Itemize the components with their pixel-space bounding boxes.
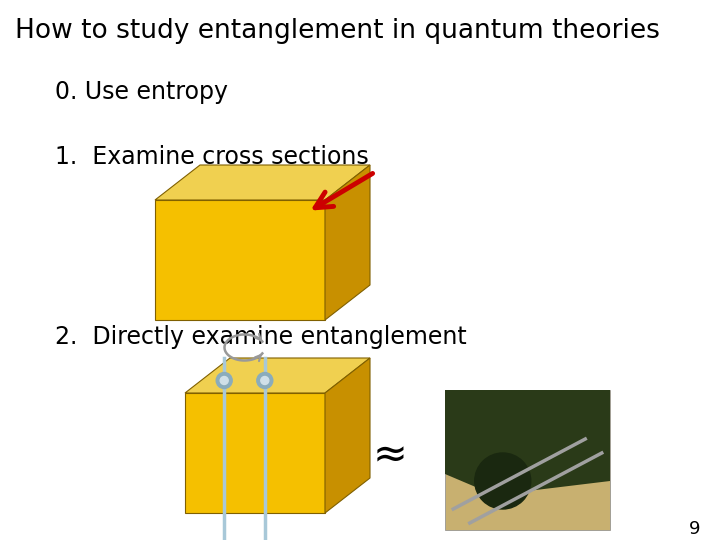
Text: 1.  Examine cross sections: 1. Examine cross sections [55, 145, 369, 169]
Polygon shape [445, 390, 610, 530]
Text: How to study entanglement in quantum theories: How to study entanglement in quantum the… [15, 18, 660, 44]
Circle shape [220, 376, 228, 384]
Circle shape [216, 373, 232, 388]
Polygon shape [325, 165, 370, 320]
Polygon shape [155, 165, 370, 200]
Polygon shape [155, 200, 325, 320]
Text: 2.  Directly examine entanglement: 2. Directly examine entanglement [55, 325, 467, 349]
Polygon shape [445, 390, 610, 495]
Polygon shape [185, 358, 370, 393]
Circle shape [261, 376, 269, 384]
Circle shape [257, 373, 273, 388]
Text: ≈: ≈ [372, 434, 408, 476]
Text: 0. Use entropy: 0. Use entropy [55, 80, 228, 104]
Polygon shape [325, 358, 370, 513]
Text: 9: 9 [688, 520, 700, 538]
Polygon shape [185, 393, 325, 513]
Circle shape [474, 453, 531, 509]
